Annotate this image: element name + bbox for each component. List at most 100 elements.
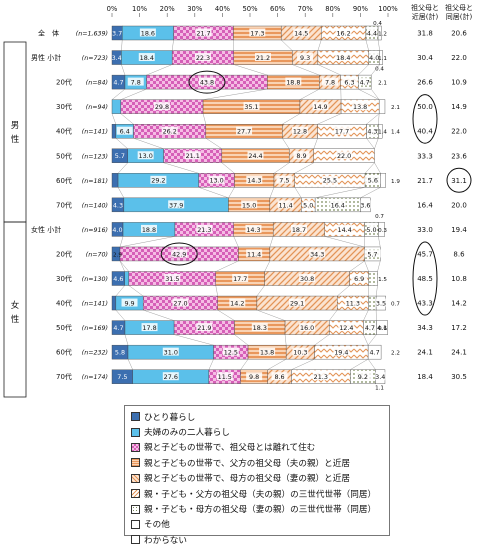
cohabit-value: 20.0 [451,201,467,209]
data-label: 14.3 [246,226,260,234]
group-label: 性 [11,314,20,325]
near-value: 33.3 [417,152,433,160]
connector-line [285,335,286,346]
connector-line [174,335,213,346]
near-value: 40.4 [417,128,433,136]
legend-label: 夫婦のみの二人暮らし [144,426,230,438]
connector-line [274,163,289,174]
row-n: (n=916) [82,227,108,234]
connector-line [118,187,124,198]
data-label: 15.0 [242,201,256,209]
near-value: 31.8 [417,30,433,38]
connector-line [329,310,337,321]
data-label: 16.2 [336,29,350,37]
legend-swatch [131,520,140,529]
data-label: 5.8 [115,349,125,357]
legend-label: 親と子どもの世帯で、父方の祖父母（夫の親）と近居 [144,457,350,469]
data-label: 18.4 [140,54,154,62]
bar-segment [381,173,386,187]
near-value: 45.7 [417,250,433,258]
row-n: (n=141) [82,129,108,136]
bar-segment [379,100,385,114]
near-value: 30.4 [417,54,433,62]
row-label: 30代 [56,274,72,283]
row-n: (n=123) [82,153,108,160]
legend-label: 親・子ども・父方の祖父母（夫の親）の三世代世帯（同居） [144,488,376,500]
legend-swatch [131,428,140,437]
column-header: 祖父母と [411,3,439,12]
data-label: 5.0 [303,201,313,209]
data-label: 5.6 [368,177,378,185]
data-label: 6.3 [344,79,354,87]
data-label: 13.0 [139,152,153,160]
data-label: 9.3 [300,54,310,62]
connector-line [121,89,147,100]
cohabit-value: 24.1 [451,349,467,357]
legend-swatch [131,443,140,452]
data-label: 14.2 [230,299,244,307]
data-label: 12.8 [293,128,307,136]
data-label: 42.9 [172,250,186,258]
connector-line [282,114,300,125]
data-label: 31.5 [165,275,179,283]
x-axis: 0%10%20%30%40%50%60%70%80%90%100%祖父母と近居(… [107,3,473,21]
cohabit-value: 10.9 [451,79,467,87]
row-label: 50代 [56,151,72,160]
connector-line [199,187,229,198]
row-n: (n=70) [86,251,108,258]
data-label: 29.2 [151,177,165,185]
connector-line [134,138,164,149]
small-value-label: 1.5 [378,277,387,283]
legend: ひとり暮らし夫婦のみの二人暮らし親と子どもの世帯で、祖父母とは離れて住む親と子ど… [124,405,390,536]
cohabit-value: 22.0 [451,128,467,136]
connector-line [365,261,369,272]
connector-line [112,89,125,100]
small-value-label: 2.1 [391,105,400,111]
connector-line [206,138,222,149]
near-value: 16.4 [417,201,433,209]
data-label: 31.0 [164,349,178,357]
data-label: 21.9 [197,324,211,332]
highlight-ellipse [413,95,437,144]
connector-line [120,261,125,272]
connector-line [376,286,377,297]
data-label: 12.5 [224,349,238,357]
connector-line [315,187,365,198]
group-label: 男 [11,121,20,131]
x-tick-label: 0% [107,5,118,13]
small-value-label: 0.7 [375,214,384,220]
connector-line [120,261,129,272]
data-label: 21.3 [197,226,211,234]
stacked-bar-chart: 0%10%20%30%40%50%60%70%80%90%100%祖父母と近居(… [0,0,480,400]
group-label: 女 [11,300,20,311]
near-value: 24.1 [417,349,433,357]
data-label: 37.9 [169,201,183,209]
near-value: 18.4 [417,373,433,381]
cohabit-value: 8.6 [453,250,465,258]
data-label: 17.8 [142,324,156,332]
small-value-label: 1.2 [378,32,387,38]
data-label: 35.1 [244,103,258,111]
row-label: 20代 [56,78,72,87]
connector-line [268,359,286,370]
connector-line [234,236,239,247]
data-label: 3.6 [360,201,370,209]
data-label: 4.4 [367,29,377,37]
data-label: 4.0 [112,226,122,234]
connector-line [363,310,368,321]
connector-line [363,335,368,346]
connector-line [209,359,214,370]
row-n: (n=84) [86,80,108,87]
data-label: 16.4 [331,201,345,209]
column-header: 祖父母と [445,3,473,12]
column-header: 同居(計) [446,12,473,21]
x-tick-label: 30% [187,5,203,13]
connector-line [282,138,289,149]
legend-item: 夫婦のみの二人暮らし [131,424,383,439]
data-label: 7.8 [325,79,335,87]
column-header: 近居(計) [412,12,439,21]
connector-line [366,114,379,125]
data-label: 34.3 [310,250,324,258]
legend-swatch [131,505,140,514]
